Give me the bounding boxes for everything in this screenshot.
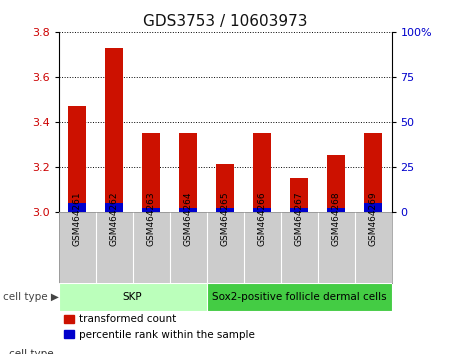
Bar bbox=[290, 208, 308, 212]
Title: GDS3753 / 10603973: GDS3753 / 10603973 bbox=[143, 14, 307, 29]
Bar bbox=[105, 47, 123, 212]
Bar bbox=[216, 208, 234, 212]
Text: GSM464269: GSM464269 bbox=[369, 192, 378, 246]
Bar bbox=[105, 202, 123, 212]
Text: SKP: SKP bbox=[123, 292, 142, 302]
Bar bbox=[216, 164, 234, 212]
Text: GSM464262: GSM464262 bbox=[109, 192, 118, 246]
Legend: transformed count, percentile rank within the sample: transformed count, percentile rank withi… bbox=[64, 314, 255, 340]
Bar bbox=[68, 106, 86, 212]
Text: Sox2-positive follicle dermal cells: Sox2-positive follicle dermal cells bbox=[212, 292, 386, 302]
Text: cell type: cell type bbox=[9, 349, 54, 354]
Bar bbox=[58, 284, 207, 311]
Bar bbox=[364, 133, 382, 212]
Bar bbox=[290, 178, 308, 212]
Bar bbox=[179, 133, 197, 212]
Bar bbox=[253, 133, 271, 212]
Text: GSM464261: GSM464261 bbox=[72, 192, 81, 246]
Text: cell type ▶: cell type ▶ bbox=[3, 292, 58, 302]
Bar bbox=[207, 284, 392, 311]
Bar bbox=[253, 208, 271, 212]
Bar bbox=[327, 208, 345, 212]
Bar bbox=[327, 155, 345, 212]
Text: GSM464263: GSM464263 bbox=[147, 192, 156, 246]
Bar bbox=[364, 202, 382, 212]
Bar bbox=[142, 208, 160, 212]
Bar bbox=[68, 202, 86, 212]
Bar bbox=[142, 133, 160, 212]
Bar bbox=[179, 208, 197, 212]
Text: GSM464266: GSM464266 bbox=[257, 192, 266, 246]
Text: GSM464268: GSM464268 bbox=[332, 192, 341, 246]
Text: GSM464265: GSM464265 bbox=[220, 192, 230, 246]
Text: GSM464267: GSM464267 bbox=[294, 192, 303, 246]
Text: GSM464264: GSM464264 bbox=[184, 192, 193, 246]
